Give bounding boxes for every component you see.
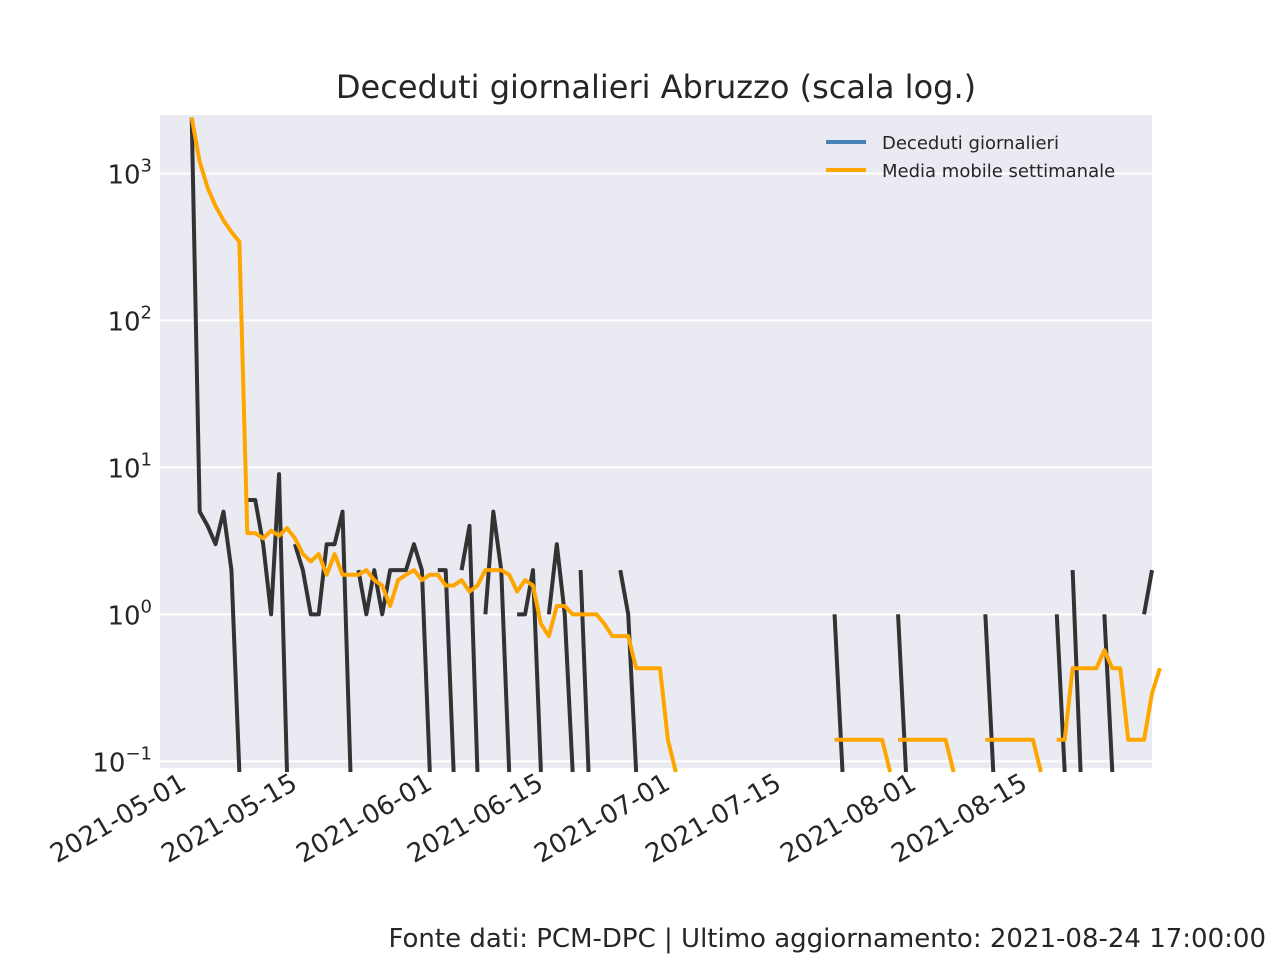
y-axis-ticks: 10−1 100 101 102 103 xyxy=(92,155,152,778)
x-axis-ticks: 2021-05-012021-05-152021-06-012021-06-15… xyxy=(45,768,1032,870)
series-line-0 xyxy=(189,117,1154,773)
series-line-1 xyxy=(189,117,1162,773)
chart-title: Deceduti giornalieri Abruzzo (scala log.… xyxy=(336,68,976,106)
y-tick-label: 101 xyxy=(107,449,152,484)
footer-source: Fonte dati: PCM-DPC | Ultimo aggiornamen… xyxy=(388,924,1267,954)
y-tick-label: 100 xyxy=(107,596,152,631)
legend: Deceduti giornalieri Media mobile settima… xyxy=(826,133,1115,182)
y-tick-label: 10−1 xyxy=(92,743,152,778)
legend-label: Deceduti giornalieri xyxy=(882,133,1059,154)
y-tick-label: 103 xyxy=(107,155,152,190)
legend-label: Media mobile settimanale xyxy=(882,161,1115,182)
series-layer xyxy=(189,117,1162,773)
y-tick-label: 102 xyxy=(107,302,152,337)
grid-lines xyxy=(160,172,1152,763)
